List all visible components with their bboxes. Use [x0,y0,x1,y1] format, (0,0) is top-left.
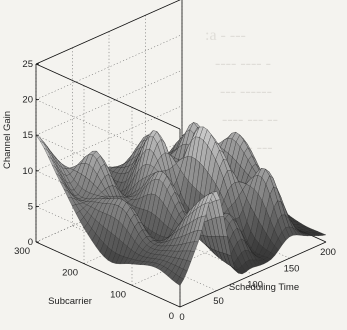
grid-line [35,99,181,165]
z-tick-label: 25 [22,59,33,70]
y-tick-label: 0 [169,311,174,322]
svg-text:‐‐‐‐ ‐‐‐ ‐‐: ‐‐‐‐ ‐‐‐ ‐‐ [222,111,278,128]
x-tick-label: 0 [179,312,184,323]
x-tick-label: 200 [320,247,336,258]
grid-line [35,69,183,136]
svg-text::a ‐ ‐‐‐: :a ‐ ‐‐‐ [205,27,246,44]
surface-mesh [35,122,327,286]
axis-line [35,241,181,308]
svg-text:‐‐‐ ‐‐‐‐‐‐: ‐‐‐ ‐‐‐‐‐‐ [220,83,272,100]
x-axis-ticks: 0 50 100 150 200 [179,247,336,323]
y-tick-label: 200 [62,268,78,279]
axis-line [35,63,181,130]
y-tick-label: 100 [110,289,126,300]
z-tick-label: 15 [22,130,33,141]
axis-line [35,0,181,65]
z-axis-label: Channel Gain [2,111,13,169]
z-axis-ticks: 0 5 10 15 20 25 [22,59,39,248]
z-tick-label: 0 [28,237,33,248]
y-axis-ticks: 0 100 200 300 [14,246,174,322]
grid-line [35,34,183,100]
surface-facet [35,135,44,144]
z-tick-label: 20 [22,95,33,106]
surface-facet [175,276,184,286]
axis-line [179,241,327,308]
z-tick-label: 10 [22,166,33,177]
x-tick-label: 150 [284,263,300,274]
y-axis-label: Subcarrier [48,296,92,307]
z-tick-label: 5 [28,201,33,212]
x-tick-label: 50 [213,296,224,307]
grid-line [35,105,183,172]
svg-text:‐‐‐‐ ‐‐‐‐ ‐: ‐‐‐‐ ‐‐‐‐ ‐ [215,55,271,72]
y-tick-label: 300 [14,246,30,257]
x-tick-label: 100 [247,280,263,291]
background-texture: :a ‐ ‐‐‐ ‐‐‐‐ ‐‐‐‐ ‐ ‐‐‐ ‐‐‐‐‐‐ ‐‐‐‐ ‐‐‐… [205,27,278,156]
x-axis-label: Scheduling Time [229,282,299,293]
